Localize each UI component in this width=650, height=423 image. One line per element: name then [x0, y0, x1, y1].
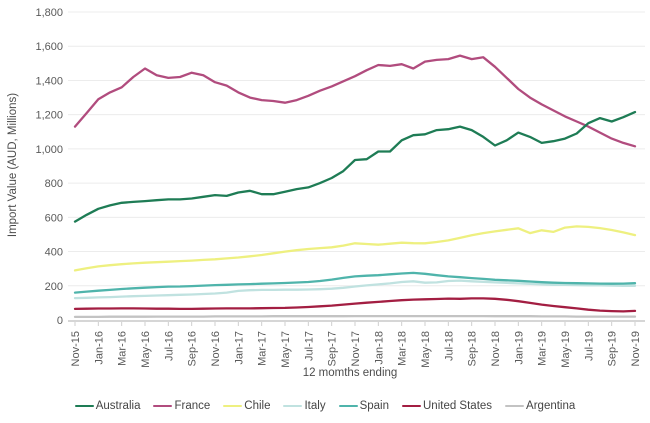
- x-tick-label: Mar-19: [537, 331, 549, 366]
- x-tick-label: May-16: [140, 331, 152, 368]
- legend: Australia France Chile Italy Spain United Sta…: [0, 396, 650, 416]
- x-tick-label: Jan-19: [513, 331, 525, 365]
- legend-item-chile: Chile: [223, 400, 270, 412]
- x-tick-label: May-19: [560, 331, 572, 368]
- legend-label: Argentina: [526, 400, 576, 412]
- legend-item-australia: Australia: [74, 400, 141, 412]
- y-tick-label: 800: [45, 178, 63, 190]
- x-tick-label: Sep-19: [607, 331, 619, 366]
- series-line-chile: [73, 225, 637, 272]
- legend-label: France: [174, 400, 211, 412]
- legend-swatch: [74, 404, 94, 408]
- y-tick-label: 1,600: [35, 41, 63, 53]
- y-tick-label: 400: [45, 247, 63, 259]
- x-tick-label: Nov-16: [210, 331, 222, 366]
- legend-label: Italy: [304, 400, 326, 412]
- series-line-australia: [73, 110, 637, 223]
- x-tick-label: Jul-17: [303, 331, 315, 361]
- series-line-italy: [73, 279, 637, 300]
- x-tick-label: Jan-16: [93, 331, 105, 365]
- legend-swatch: [505, 404, 525, 408]
- legend-item-france: France: [153, 400, 210, 412]
- x-tick-label: Sep-17: [327, 331, 339, 366]
- series-line-argentina: [73, 314, 637, 319]
- legend-swatch: [223, 404, 243, 408]
- series-line-spain: [73, 271, 637, 294]
- y-tick-label: 0: [57, 315, 63, 327]
- y-tick-label: 1,400: [35, 75, 63, 87]
- y-tick-label: 1,200: [35, 110, 63, 122]
- legend-swatch: [283, 404, 303, 408]
- x-tick-label: Sep-18: [467, 331, 479, 366]
- x-tick-label: Jul-18: [443, 331, 455, 361]
- x-tick-label: May-17: [280, 331, 292, 368]
- x-tick-label: Jan-18: [373, 331, 385, 365]
- series-line-france: [73, 54, 637, 148]
- y-tick-label: 600: [45, 212, 63, 224]
- legend-item-argentina: Argentina: [505, 400, 575, 412]
- x-tick-label: Mar-18: [397, 331, 409, 366]
- x-tick-label: Jan-17: [233, 331, 245, 365]
- series-line-united-states: [73, 297, 637, 313]
- legend-label: Australia: [95, 400, 141, 412]
- x-tick-label: Jul-16: [163, 331, 175, 361]
- x-tick-label: Mar-16: [117, 331, 129, 366]
- x-tick-label: May-18: [420, 331, 432, 368]
- legend-label: Spain: [359, 400, 389, 412]
- legend-item-united-states: United States: [402, 400, 492, 412]
- legend-swatch: [402, 404, 421, 408]
- y-tick-label: 1,800: [35, 7, 63, 19]
- legend-swatch: [153, 404, 173, 408]
- y-tick-label: 1,000: [35, 144, 63, 156]
- x-tick-label: Nov-17: [350, 331, 362, 366]
- legend-label: Chile: [244, 400, 271, 412]
- legend-item-spain: Spain: [338, 400, 389, 412]
- y-tick-label: 200: [45, 281, 63, 293]
- x-tick-label: Sep-16: [187, 331, 199, 366]
- plot-area: 0 200 400 600 800 1,000 1,200 1,400 1,600 1,800 No…: [35, 7, 645, 368]
- x-tick-label: Nov-18: [490, 331, 502, 366]
- x-tick-label: Nov-19: [630, 331, 642, 366]
- x-tick-label: Jul-19: [583, 331, 595, 361]
- y-axis-title: Import Value (AUD, Millions): [7, 92, 19, 238]
- legend-swatch: [338, 404, 358, 408]
- x-tick-label: Mar-17: [257, 331, 269, 366]
- legend-label: United States: [423, 400, 493, 412]
- x-tick-label: Nov-15: [70, 331, 82, 366]
- x-axis-title: 12 momths ending: [302, 367, 398, 379]
- legend-item-italy: Italy: [283, 400, 326, 412]
